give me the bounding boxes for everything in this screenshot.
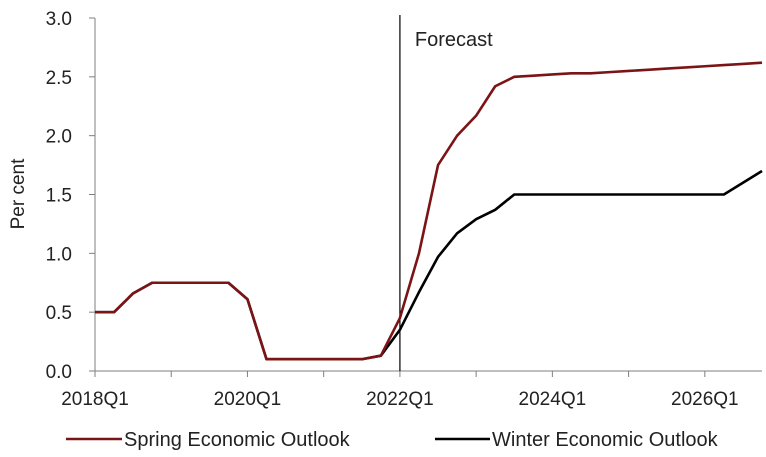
y-axis-title: Per cent bbox=[8, 158, 29, 229]
series-lines bbox=[95, 61, 763, 361]
y-axis: 0.0 0.5 1.0 1.5 2.0 2.5 3.0 bbox=[46, 9, 96, 383]
x-tick-label: 2026Q1 bbox=[671, 389, 739, 410]
series-line-0 bbox=[95, 61, 763, 361]
y-tick-label: 1.0 bbox=[46, 244, 72, 265]
x-tick-label: 2020Q1 bbox=[214, 389, 282, 410]
y-tick-label: 1.5 bbox=[46, 186, 72, 207]
legend-label-1: Winter Economic Outlook bbox=[492, 429, 719, 451]
legend-label-0: Spring Economic Outlook bbox=[124, 429, 351, 451]
x-tick-label: 2024Q1 bbox=[519, 389, 587, 410]
y-tick-label: 3.0 bbox=[46, 9, 72, 30]
forecast-label: Forecast bbox=[415, 29, 493, 51]
y-tick-label: 0.0 bbox=[46, 362, 72, 383]
x-tick-label: 2022Q1 bbox=[366, 389, 434, 410]
y-tick-label: 2.5 bbox=[46, 68, 72, 89]
forecast-marker: Forecast bbox=[399, 15, 493, 371]
x-axis: 2018Q1 2020Q1 2022Q1 2024Q1 2026Q1 bbox=[61, 370, 762, 410]
x-tick-label: 2018Q1 bbox=[61, 389, 129, 410]
y-tick-label: 2.0 bbox=[46, 127, 72, 148]
legend: Spring Economic Outlook Winter Economic O… bbox=[66, 429, 719, 451]
y-tick-label: 0.5 bbox=[46, 303, 72, 324]
series-line-1 bbox=[95, 169, 763, 361]
